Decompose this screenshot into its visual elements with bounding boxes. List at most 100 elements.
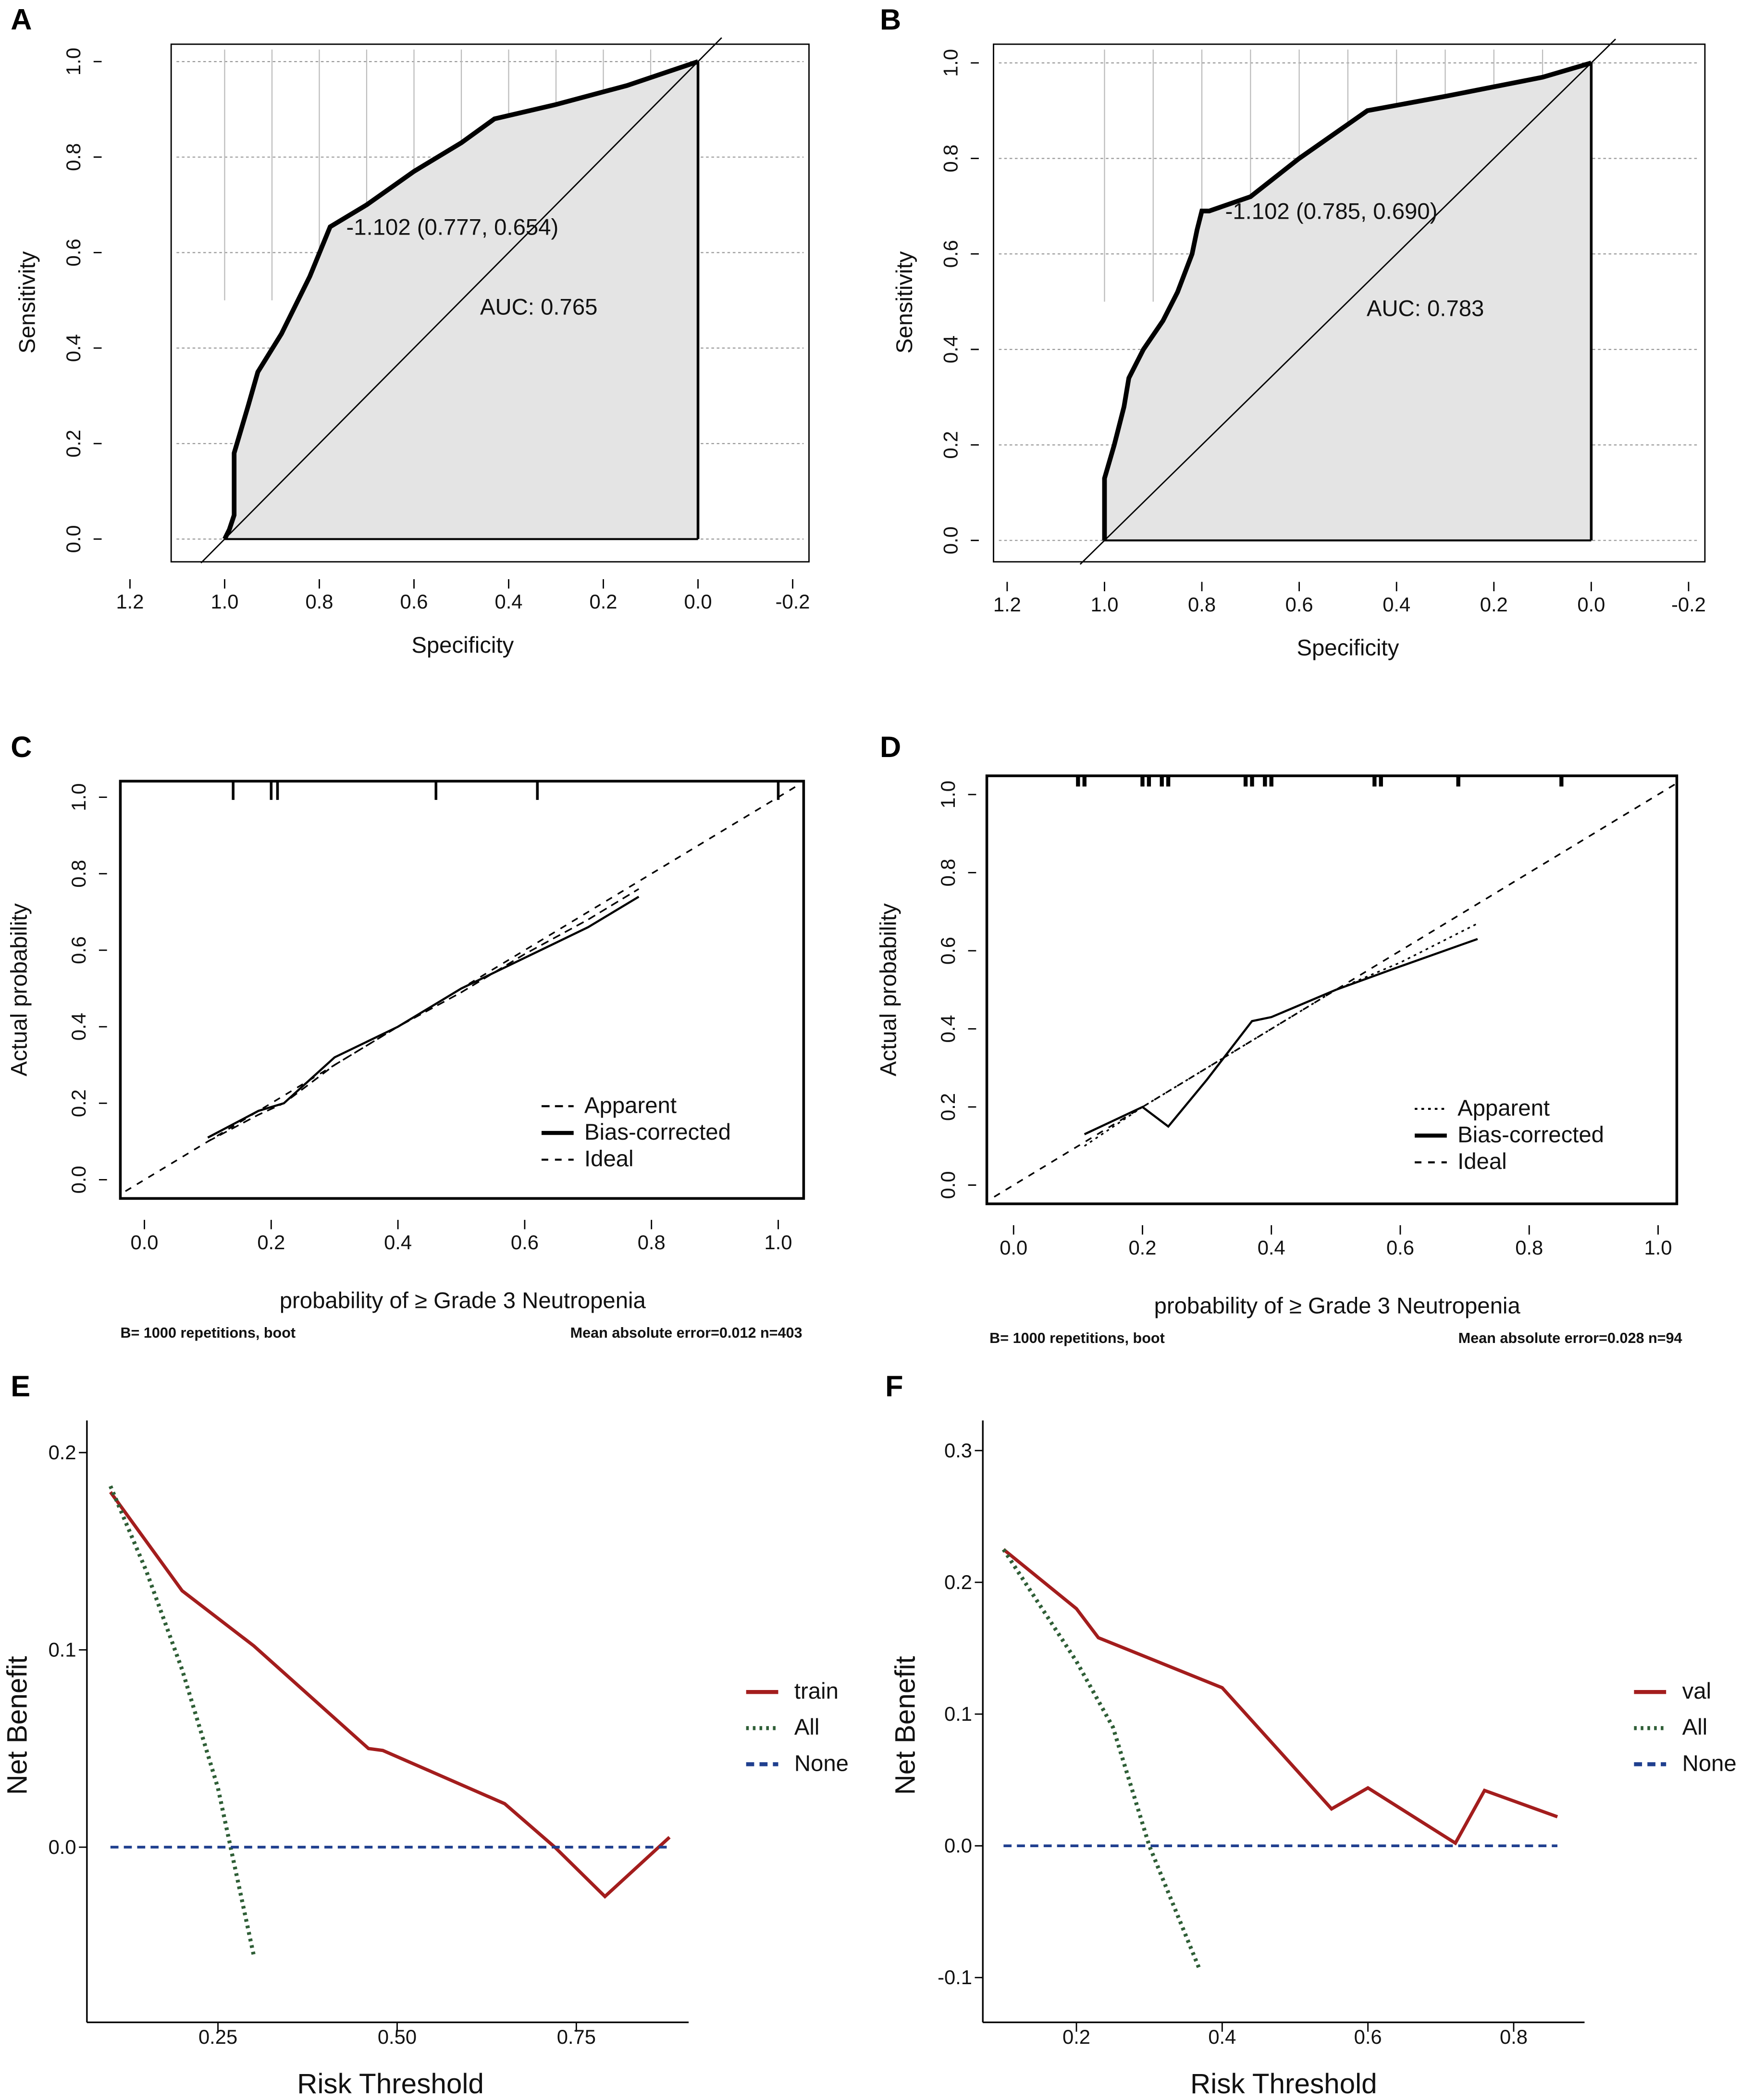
plot-frame [993, 43, 1706, 563]
footer-right: Mean absolute error=0.028 n=94 [1458, 1330, 1682, 1346]
plot-frame [985, 774, 1679, 1205]
legend-label: Ideal [1457, 1149, 1507, 1174]
x-tick-label: 0.2 [590, 590, 617, 613]
threshold-label: -1.102 (0.777, 0.654) [346, 215, 559, 240]
x-tick-label: 1.0 [1644, 1236, 1672, 1259]
panel-label: C [11, 731, 32, 763]
x-tick-label: 0.8 [638, 1231, 666, 1254]
x-tick-label: 0.0 [131, 1231, 159, 1254]
y-tick-label: 0.3 [944, 1439, 972, 1462]
x-tick-label: 1.0 [764, 1231, 792, 1254]
legend-label: train [794, 1678, 839, 1704]
x-tick-label: 0.6 [1285, 593, 1313, 616]
y-tick-label: 0.8 [62, 143, 85, 171]
x-axis-label: Specificity [411, 633, 514, 658]
x-axis-label: Risk Threshold [297, 2068, 484, 2100]
y-tick-label: 0.2 [49, 1441, 76, 1464]
roc-curve [222, 59, 699, 540]
y-tick-label: 0.4 [939, 336, 962, 363]
x-tick-label: 1.2 [116, 590, 144, 613]
y-tick-label: 1.0 [67, 783, 90, 811]
x-tick-label: -0.2 [776, 590, 810, 613]
legend-label: Bias-corrected [584, 1119, 731, 1145]
y-tick-label: 0.6 [67, 936, 90, 964]
x-tick-label: 0.8 [1500, 2025, 1528, 2048]
y-tick-label: 0.2 [944, 1571, 972, 1593]
y-tick-label: 0.4 [62, 334, 85, 362]
y-tick-label: 0.6 [937, 937, 959, 965]
y-tick-label: 0.8 [937, 859, 959, 887]
x-axis-label: probability of ≥ Grade 3 Neutropenia [1154, 1293, 1521, 1319]
threshold-label: -1.102 (0.785, 0.690) [1225, 199, 1438, 224]
series-apparent [1084, 922, 1478, 1147]
legend-label: None [794, 1751, 849, 1776]
y-tick-label: 0.2 [939, 431, 962, 459]
x-tick-label: 0.2 [1480, 593, 1508, 616]
footer-left: B= 1000 repetitions, boot [120, 1325, 296, 1341]
y-tick-label: 0.0 [944, 1834, 972, 1857]
x-tick-label: 0.0 [1577, 593, 1605, 616]
series-val [1002, 1548, 1558, 1846]
x-tick-label: 0.2 [1062, 2025, 1090, 2048]
legend-label: val [1682, 1678, 1711, 1704]
x-tick-label: 0.4 [384, 1231, 412, 1254]
y-tick-label: 0.4 [937, 1015, 959, 1043]
x-axis-label: probability of ≥ Grade 3 Neutropenia [280, 1288, 646, 1314]
legend-label: All [794, 1715, 820, 1740]
footer-left: B= 1000 repetitions, boot [989, 1330, 1165, 1346]
x-tick-label: 0.4 [1208, 2025, 1236, 2048]
series-train [109, 1491, 671, 1899]
y-tick-label: 0.2 [62, 430, 85, 458]
plot-frame [170, 43, 810, 563]
y-tick-label: 0.6 [939, 240, 962, 268]
y-tick-label: 0.0 [62, 525, 85, 553]
panel-label: F [885, 1370, 903, 1403]
y-tick-label: 0.8 [939, 145, 962, 173]
series-ideal [125, 785, 798, 1192]
y-tick-label: 0.4 [67, 1013, 90, 1041]
y-tick-label: 0.0 [67, 1166, 90, 1193]
y-tick-label: 0.2 [67, 1089, 90, 1117]
series-all [1001, 1548, 1202, 1972]
y-tick-label: -0.1 [938, 1966, 972, 1988]
y-tick-label: 0.8 [67, 860, 90, 888]
y-axis-label: Net Benefit [2, 1656, 33, 1795]
x-tick-label: 0.0 [684, 590, 712, 613]
auc-label: AUC: 0.765 [480, 295, 598, 320]
x-tick-label: 0.25 [198, 2025, 237, 2048]
x-tick-label: 1.0 [1090, 593, 1118, 616]
y-tick-label: 0.6 [62, 238, 85, 266]
x-tick-label: 0.2 [257, 1231, 285, 1254]
reference-diagonal [200, 37, 722, 564]
x-tick-label: 0.8 [1188, 593, 1216, 616]
legend-label: Bias-corrected [1457, 1122, 1604, 1148]
x-tick-label: 0.6 [1354, 2025, 1382, 2048]
y-tick-label: 1.0 [937, 781, 959, 808]
legend-label: All [1682, 1715, 1708, 1740]
y-axis-label: Actual probability [876, 903, 901, 1077]
legend-label: Apparent [1457, 1095, 1550, 1121]
x-tick-label: 0.4 [1258, 1236, 1285, 1259]
roc-curve [1102, 61, 1592, 541]
series-bias-corrected [1084, 938, 1478, 1135]
x-tick-label: 0.6 [1386, 1236, 1414, 1259]
plot-frame [119, 780, 805, 1200]
x-tick-label: 1.0 [210, 590, 238, 613]
x-tick-label: 0.4 [1383, 593, 1410, 616]
y-axis-label: Net Benefit [889, 1656, 921, 1795]
x-tick-label: 1.2 [993, 593, 1021, 616]
series-apparent [207, 888, 640, 1143]
reference-diagonal [1079, 38, 1616, 565]
legend-label: None [1682, 1751, 1737, 1776]
panel-label: B [880, 3, 901, 36]
x-tick-label: 0.8 [1515, 1236, 1543, 1259]
y-tick-label: 0.1 [944, 1702, 972, 1725]
y-tick-label: 1.0 [62, 48, 85, 75]
x-tick-label: 0.75 [557, 2025, 596, 2048]
y-tick-label: 1.0 [939, 49, 962, 77]
x-tick-label: 0.4 [495, 590, 523, 613]
